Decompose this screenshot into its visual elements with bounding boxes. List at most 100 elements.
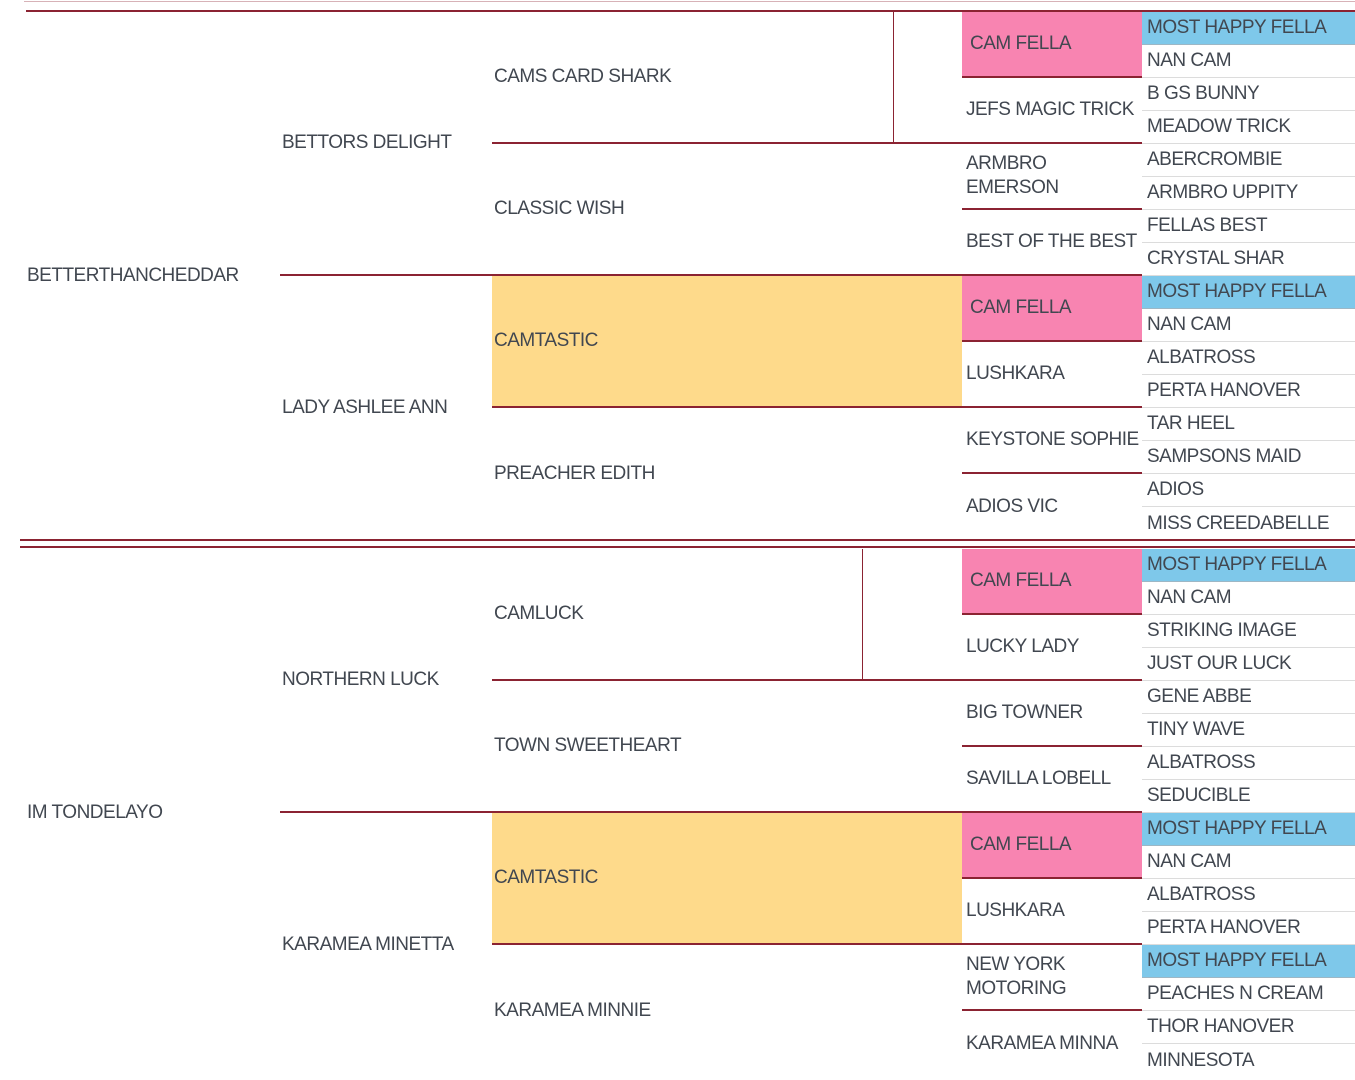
ancestor-cell: IM TONDELAYO: [24, 549, 280, 1077]
ancestor-cell: MINNESOTA: [1142, 1044, 1355, 1077]
ancestor-name: KARAMEA MINNIE: [494, 1000, 651, 1021]
ancestor-cell: NAN CAM: [1142, 582, 1355, 615]
connector-line-vertical: [893, 12, 894, 144]
ancestor-name: STRIKING IMAGE: [1147, 620, 1297, 641]
ancestor-name: NAN CAM: [1147, 587, 1232, 608]
ancestor-name: SAVILLA LOBELL: [966, 768, 1111, 789]
ancestor-name: GENE ABBE: [1147, 686, 1252, 707]
ancestor-cell: TAR HEEL: [1142, 408, 1355, 441]
ancestor-cell: BETTORS DELIGHT: [280, 12, 492, 276]
ancestor-cell-highlighted: MOST HAPPY FELLA: [1142, 549, 1355, 582]
ancestor-name: TOWN SWEETHEART: [494, 735, 682, 756]
ancestor-cell-highlighted: MOST HAPPY FELLA: [1142, 813, 1355, 846]
ancestor-name: CAM FELLA: [970, 33, 1072, 54]
ancestor-cell: PERTA HANOVER: [1142, 912, 1355, 945]
ancestor-cell: ARMBRO UPPITY: [1142, 177, 1355, 210]
ancestor-cell: ALBATROSS: [1142, 879, 1355, 912]
ancestor-cell: SEDUCIBLE: [1142, 780, 1355, 813]
ancestor-name: CAM FELLA: [970, 834, 1072, 855]
ancestor-name: NAN CAM: [1147, 50, 1232, 71]
middle-rule-lower: [20, 546, 1355, 548]
ancestor-name: CLASSIC WISH: [494, 198, 625, 219]
ancestor-name: ARMBRO EMERSON: [966, 153, 1059, 198]
ancestor-cell: KARAMEA MINNA: [962, 1011, 1142, 1077]
ancestor-cell: ALBATROSS: [1142, 747, 1355, 780]
ancestor-name: B GS BUNNY: [1147, 83, 1260, 104]
ancestor-cell-highlighted: CAM FELLA: [962, 813, 1142, 879]
ancestor-name: MOST HAPPY FELLA: [1147, 281, 1327, 302]
ancestor-name: JUST OUR LUCK: [1147, 653, 1292, 674]
ancestor-name: KARAMEA MINNA: [966, 1033, 1118, 1054]
ancestor-cell-highlighted: MOST HAPPY FELLA: [1142, 12, 1355, 45]
ancestor-name: MOST HAPPY FELLA: [1147, 17, 1327, 38]
ancestor-cell: CLASSIC WISH: [492, 144, 962, 276]
ancestor-cell: CAMS CARD SHARK: [492, 12, 962, 144]
ancestor-name: SAMPSONS MAID: [1147, 446, 1301, 467]
ancestor-name: FELLAS BEST: [1147, 215, 1268, 236]
top-rule-thin: [24, 1, 1355, 2]
ancestor-name: MOST HAPPY FELLA: [1147, 950, 1327, 971]
ancestor-cell: KEYSTONE SOPHIE: [962, 408, 1142, 474]
ancestor-cell: FELLAS BEST: [1142, 210, 1355, 243]
ancestor-name: CAMTASTIC: [494, 867, 598, 888]
connector-line-vertical: [862, 549, 863, 681]
middle-rule-upper: [20, 539, 1355, 541]
ancestor-cell: CRYSTAL SHAR: [1142, 243, 1355, 276]
ancestor-name: KARAMEA MINETTA: [282, 934, 454, 955]
top-rule: [26, 10, 1355, 12]
ancestor-name: CAMTASTIC: [494, 330, 598, 351]
pedigree-bottom-half: IM TONDELAYO NORTHERN LUCK KARAMEA MINET…: [24, 549, 1355, 1077]
ancestor-cell: SAVILLA LOBELL: [962, 747, 1142, 813]
ancestor-cell: LUSHKARA: [962, 879, 1142, 945]
ancestor-name: NORTHERN LUCK: [282, 669, 439, 690]
ancestor-name: BETTORS DELIGHT: [282, 132, 452, 153]
ancestor-cell: ABERCROMBIE: [1142, 144, 1355, 177]
ancestor-name: ALBATROSS: [1147, 752, 1256, 773]
ancestor-cell: BETTERTHANCHEDDAR: [24, 12, 280, 540]
ancestor-cell: PREACHER EDITH: [492, 408, 962, 540]
ancestor-name: THOR HANOVER: [1147, 1016, 1295, 1037]
ancestor-name: ADIOS VIC: [966, 496, 1058, 517]
ancestor-cell-highlighted: CAM FELLA: [962, 549, 1142, 615]
ancestor-cell-highlighted: CAM FELLA: [962, 276, 1142, 342]
ancestor-name: ALBATROSS: [1147, 884, 1256, 905]
ancestor-cell: ADIOS: [1142, 474, 1355, 507]
ancestor-cell: ARMBRO EMERSON: [962, 144, 1142, 210]
ancestor-cell: MISS CREEDABELLE: [1142, 507, 1355, 540]
ancestor-cell: LUCKY LADY: [962, 615, 1142, 681]
ancestor-name: LUSHKARA: [966, 900, 1065, 921]
ancestor-cell: PERTA HANOVER: [1142, 375, 1355, 408]
ancestor-name: KEYSTONE SOPHIE: [966, 429, 1139, 450]
ancestor-cell: NAN CAM: [1142, 309, 1355, 342]
ancestor-cell: NEW YORK MOTORING: [962, 945, 1142, 1011]
ancestor-cell: BEST OF THE BEST: [962, 210, 1142, 276]
ancestor-name: PREACHER EDITH: [494, 463, 655, 484]
ancestor-cell: TOWN SWEETHEART: [492, 681, 962, 813]
ancestor-cell: CAMLUCK: [492, 549, 962, 681]
ancestor-cell: JUST OUR LUCK: [1142, 648, 1355, 681]
ancestor-name: IM TONDELAYO: [27, 802, 163, 823]
ancestor-cell: NORTHERN LUCK: [280, 549, 492, 813]
ancestor-cell: STRIKING IMAGE: [1142, 615, 1355, 648]
ancestor-name: ALBATROSS: [1147, 347, 1256, 368]
ancestor-name: LUSHKARA: [966, 363, 1065, 384]
ancestor-name: NEW YORK MOTORING: [966, 954, 1067, 999]
ancestor-name: LUCKY LADY: [966, 636, 1079, 657]
ancestor-name: MINNESOTA: [1147, 1049, 1255, 1071]
pedigree-top-half: BETTERTHANCHEDDAR BETTORS DELIGHT LADY A…: [24, 12, 1355, 540]
ancestor-name: CAM FELLA: [970, 297, 1072, 318]
ancestor-name: PEACHES N CREAM: [1147, 983, 1324, 1004]
ancestor-name: BEST OF THE BEST: [966, 231, 1137, 252]
ancestor-name: MOST HAPPY FELLA: [1147, 554, 1327, 575]
ancestor-cell: THOR HANOVER: [1142, 1011, 1355, 1044]
ancestor-name: ADIOS: [1147, 479, 1204, 500]
ancestor-cell: BIG TOWNER: [962, 681, 1142, 747]
ancestor-name: TINY WAVE: [1147, 719, 1245, 740]
ancestor-name: CAMS CARD SHARK: [494, 66, 672, 87]
ancestor-cell: NAN CAM: [1142, 846, 1355, 879]
ancestor-cell: LADY ASHLEE ANN: [280, 276, 492, 540]
ancestor-cell: PEACHES N CREAM: [1142, 978, 1355, 1011]
ancestor-cell: JEFS MAGIC TRICK: [962, 78, 1142, 144]
ancestor-cell: ADIOS VIC: [962, 474, 1142, 540]
ancestor-name: CRYSTAL SHAR: [1147, 248, 1285, 269]
